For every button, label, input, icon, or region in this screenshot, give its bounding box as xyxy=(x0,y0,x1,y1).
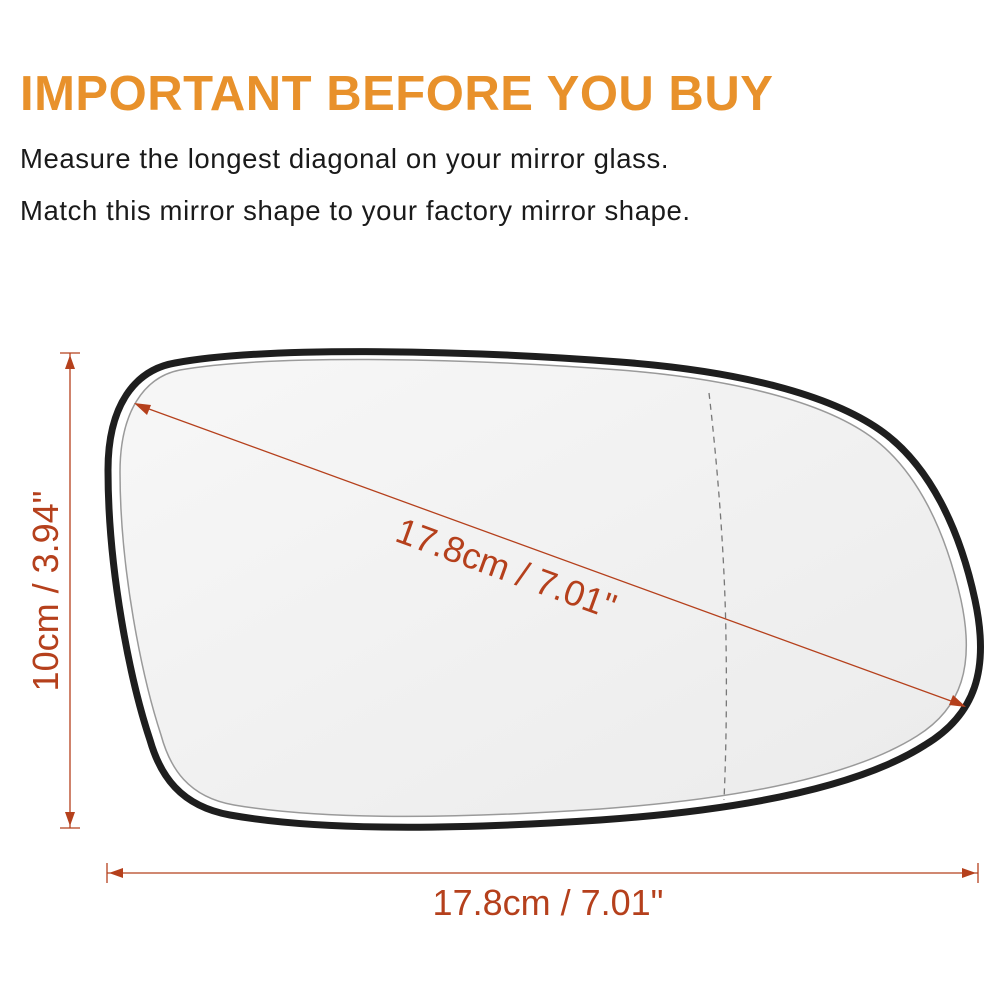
width-arrowhead-left xyxy=(109,868,123,878)
height-dimension: 10cm / 3.94" xyxy=(25,352,80,829)
instruction-match-shape: Match this mirror shape to your factory … xyxy=(20,195,691,226)
headline: IMPORTANT BEFORE YOU BUY xyxy=(20,67,774,121)
mirror-frame xyxy=(104,348,984,831)
mirror-glass xyxy=(119,358,968,818)
width-arrowhead-right xyxy=(962,868,976,878)
width-dimension-label: 17.8cm / 7.01" xyxy=(433,882,664,923)
height-arrowhead-top xyxy=(65,355,75,369)
height-dimension-label: 10cm / 3.94" xyxy=(25,491,66,692)
height-arrowhead-bottom xyxy=(65,812,75,826)
width-dimension: 17.8cm / 7.01" xyxy=(106,863,979,923)
diagonal-arrowhead-start xyxy=(134,403,151,415)
diagonal-dimension-line xyxy=(137,404,963,706)
heating-zone-divider xyxy=(708,392,728,801)
diagonal-arrowhead-end xyxy=(949,695,966,707)
instruction-measure: Measure the longest diagonal on your mir… xyxy=(20,143,670,174)
